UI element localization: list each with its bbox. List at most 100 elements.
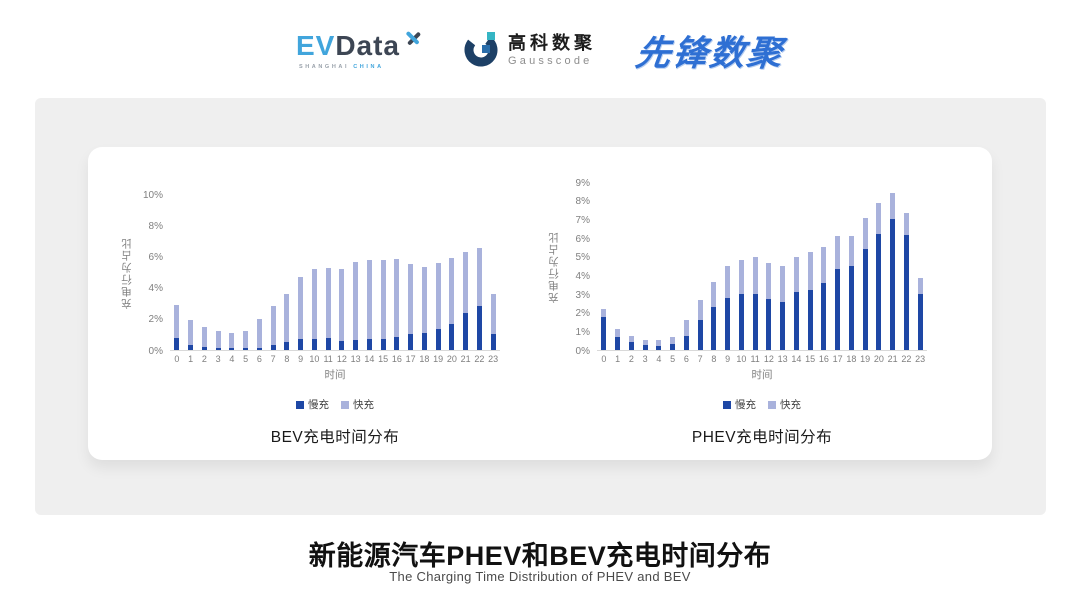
y-tick-label: 10% [142,189,163,201]
bar-segment-fast [725,266,731,298]
x-tick-label: 19 [860,354,871,364]
bar-segment-fast [201,326,207,347]
y-tick-label: 2% [148,314,163,326]
bar-segment-fast [601,308,607,318]
bar-segment-fast [408,264,414,335]
x-tick-label: 21 [460,354,471,364]
bar-segment-slow [380,339,386,350]
bar-column [625,183,639,350]
legend: 慢充 快充 [170,397,500,412]
stacked-bar [752,256,758,350]
bar-segment-fast [188,319,194,345]
bar-segment-fast [270,305,276,345]
stacked-bar [642,339,648,350]
bar-segment-fast [903,212,909,236]
bar-segment-fast [752,256,758,294]
x-tick-label: 11 [750,354,760,364]
gray-panel: 充电行为占比 0% 2% 4% 6% 8% 10% 0 1 2 3 4 5 6 7 8 9 10 11 12 13 14 1… [35,98,1046,515]
bar-column [225,195,239,350]
bar-column [900,183,914,350]
stacked-bar [188,319,194,350]
y-tick-label: 8% [575,196,590,208]
legend-item-slow: 慢充 [296,397,329,412]
bar-segment-fast [298,276,304,340]
bar-segment-fast [380,259,386,340]
bar-segment-fast [215,331,221,349]
bar-segment-slow [270,344,276,350]
bar-column [886,183,900,350]
bar-segment-slow [807,290,813,350]
stacked-bar [353,261,359,350]
chart-caption: BEV充电时间分布 [270,429,400,446]
bar-column [239,195,253,350]
bar-column [253,195,267,350]
bar-column [184,195,198,350]
bar-column [707,183,721,350]
bar-segment-slow [325,338,331,350]
bar-segment-slow [683,336,689,350]
stacked-bar [890,193,896,350]
evdata-x-icon [402,25,424,55]
x-tick-label: 20 [873,354,884,364]
x-tick-label: 14 [791,354,802,364]
y-tick-label: 3% [575,289,590,301]
bar-segment-fast [490,293,496,335]
bar-segment-fast [821,247,827,283]
bar-column [872,183,886,350]
x-tick-label: 22 [901,354,912,364]
y-tick-label: 6% [148,251,163,263]
stacked-bar [311,268,317,350]
footer-title: 新能源汽车PHEV和BEV充电时间分布 [308,541,772,571]
x-tick-label: 7 [270,354,276,364]
stacked-bar [876,202,882,350]
bar-segment-fast [615,328,621,337]
bar-segment-fast [449,258,455,325]
x-tick-label: 3 [215,354,221,364]
stacked-bar [339,268,345,350]
bar-column [762,183,776,350]
x-tick-label: 4 [229,354,235,364]
legend-label: 快充 [780,399,801,411]
x-tick-label: 10 [309,354,320,364]
bar-column [721,183,735,350]
bar-column [597,183,611,350]
x-tick-label: 18 [419,354,430,364]
bar-segment-slow [835,268,841,350]
stacked-bar [325,268,331,350]
stacked-bar [821,247,827,350]
legend-item-fast: 快充 [768,397,801,412]
x-tick-label: 0 [601,354,607,364]
legend-swatch [768,400,776,409]
bar-segment-slow [353,339,359,350]
x-tick-label: 23 [488,354,499,364]
bar-column [817,183,831,350]
bar-segment-slow [917,294,923,350]
x-tick-label: 22 [474,354,485,364]
x-tick-label: 5 [243,354,249,364]
bar-segment-slow [339,340,345,350]
bar-column [418,195,432,350]
x-tick-label: 8 [711,354,717,364]
bar-segment-slow [862,249,868,350]
evdata-logo-ev: EV [295,29,336,61]
bar-segment-fast [793,256,799,293]
bar-column [211,195,225,350]
evdata-tagline: SHANGHAI CHINA [298,63,384,70]
x-tick-label: 1 [188,354,194,364]
bar-segment-fast [917,278,923,294]
x-tick-label: 15 [378,354,389,364]
x-tick-label: 6 [256,354,262,364]
bar-segment-slow [463,312,469,350]
x-tick-label: 7 [697,354,703,364]
bar-column [321,195,335,350]
bar-column [638,183,652,350]
y-tick-label: 6% [575,233,590,245]
bar-segment-slow [766,298,772,350]
bar-segment-slow [435,328,441,350]
bar-segment-fast [656,339,662,347]
stacked-bar [683,320,689,350]
bar-segment-slow [725,297,731,350]
x-tick-label: 14 [364,354,375,364]
bar-segment-slow [188,344,194,350]
bar-segment-slow [174,337,180,350]
